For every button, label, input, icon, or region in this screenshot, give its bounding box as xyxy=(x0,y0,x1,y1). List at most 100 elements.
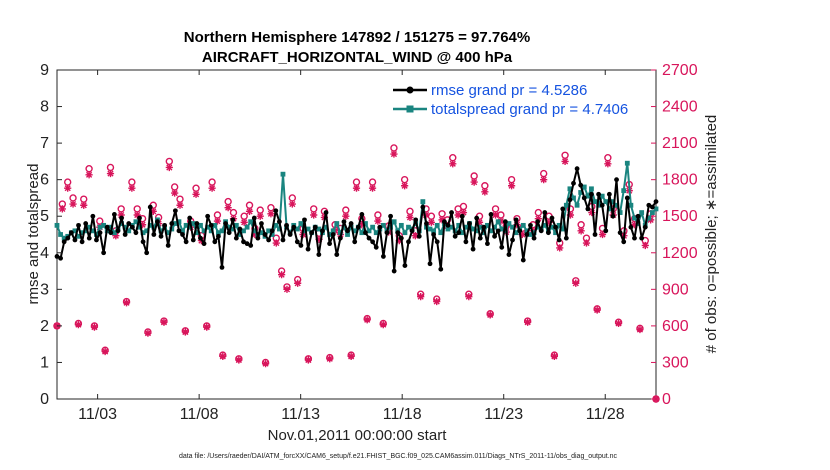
rmse-point xyxy=(373,244,379,250)
totalspread-point xyxy=(334,221,340,226)
y-right-tick-label: 300 xyxy=(662,354,689,371)
obs-assimilated-marker xyxy=(417,293,425,301)
totalspread-point xyxy=(495,219,501,225)
obs-assimilated-marker xyxy=(475,218,484,226)
totalspread-point xyxy=(542,222,548,228)
rmse-point xyxy=(165,243,171,248)
rmse-point xyxy=(119,215,124,221)
rmse-point xyxy=(395,230,401,236)
totalspread-point xyxy=(567,186,573,192)
obs-assimilated-marker xyxy=(128,184,136,192)
rmse-point xyxy=(316,252,322,258)
y-left-tick-label: 5 xyxy=(40,208,49,225)
obs-assimilated-marker xyxy=(304,356,312,364)
obs-assimilated-marker xyxy=(224,204,232,212)
obs-assimilated-marker xyxy=(604,160,612,168)
obs-assimilated-marker xyxy=(454,211,462,219)
obs-assimilated-marker xyxy=(149,207,157,215)
rmse-point xyxy=(438,266,444,272)
rmse-point xyxy=(531,235,537,241)
totalspread-point xyxy=(183,222,189,228)
x-tick-label: 11/08 xyxy=(180,406,219,423)
totalspread-point xyxy=(459,230,465,236)
rmse-point xyxy=(352,239,358,245)
rmse-point xyxy=(58,255,63,261)
rmse-point xyxy=(556,237,562,243)
rmse-point xyxy=(330,232,336,237)
totalspread-point xyxy=(72,228,78,234)
totalspread-point xyxy=(617,210,623,215)
x-tick-label: 11/03 xyxy=(78,406,117,423)
obs-assimilated-marker xyxy=(326,355,334,363)
rmse-point xyxy=(542,210,548,215)
rmse-point xyxy=(452,233,458,239)
rmse-point xyxy=(90,213,96,219)
obs-assimilated-marker xyxy=(507,182,516,190)
totalspread-point xyxy=(302,228,307,234)
obs-assimilated-marker xyxy=(267,210,275,218)
obs-assimilated-marker xyxy=(379,321,387,329)
obs-assimilated-marker xyxy=(272,239,280,247)
rmse-point xyxy=(111,211,117,217)
obs-assimilated-marker xyxy=(486,311,494,319)
obs-assimilated-marker xyxy=(64,184,72,192)
obs-assimilated-marker xyxy=(245,207,254,215)
totalspread-point xyxy=(187,224,193,230)
obs-assimilated-marker xyxy=(368,184,377,192)
rmse-point xyxy=(650,204,655,210)
totalspread-point xyxy=(549,224,555,230)
rmse-point xyxy=(646,202,652,208)
totalspread-point xyxy=(445,226,451,232)
totalspread-point xyxy=(226,224,232,230)
totalspread-point xyxy=(216,230,221,236)
rmse-point xyxy=(567,197,573,203)
rmse-point xyxy=(481,224,487,230)
totalspread-point xyxy=(624,160,630,166)
totalspread-point xyxy=(492,224,497,230)
rmse-point xyxy=(463,239,469,245)
totalspread-point xyxy=(639,210,645,215)
rmse-point xyxy=(424,221,429,226)
totalspread-point xyxy=(646,215,652,221)
legend-totalspread-label: totalspread grand pr = 4.7406 xyxy=(431,101,628,118)
rmse-point xyxy=(180,232,185,237)
totalspread-point xyxy=(140,230,146,236)
rmse-point xyxy=(151,232,157,237)
rmse-point xyxy=(137,215,142,221)
totalspread-point xyxy=(58,232,63,237)
totalspread-point xyxy=(294,226,300,232)
totalspread-point xyxy=(363,221,368,226)
obs-assimilated-marker xyxy=(470,178,478,186)
rmse-point xyxy=(337,235,343,241)
totalspread-point xyxy=(581,184,587,190)
totalspread-point xyxy=(172,221,178,226)
totalspread-point xyxy=(180,228,185,234)
obs-assimilated-marker xyxy=(342,212,350,220)
obs-assimilated-marker xyxy=(240,218,248,226)
totalspread-point xyxy=(122,224,128,230)
obs-assimilated-marker xyxy=(144,329,152,337)
rmse-point xyxy=(266,237,272,243)
rmse-point xyxy=(388,213,393,219)
obs-assimilated-marker xyxy=(69,200,77,208)
totalspread-point xyxy=(101,222,107,228)
totalspread-point xyxy=(578,190,584,195)
obs-assimilated-marker xyxy=(171,189,179,197)
totalspread-point xyxy=(327,232,332,237)
obs-assimilated-marker xyxy=(411,232,419,240)
totalspread-point xyxy=(406,224,411,230)
totalspread-point xyxy=(603,199,609,204)
rmse-point xyxy=(560,206,566,212)
rmse-point xyxy=(456,230,462,236)
rmse-point xyxy=(226,230,232,236)
obs-assimilated-marker xyxy=(374,217,382,225)
totalspread-point xyxy=(628,202,634,208)
totalspread-point xyxy=(76,233,81,239)
rmse-point xyxy=(653,199,659,205)
rmse-point xyxy=(603,228,609,234)
rmse-point xyxy=(355,224,361,230)
rmse-point xyxy=(589,191,594,197)
totalspread-point xyxy=(506,221,512,226)
obs-assimilated-marker xyxy=(315,235,323,243)
